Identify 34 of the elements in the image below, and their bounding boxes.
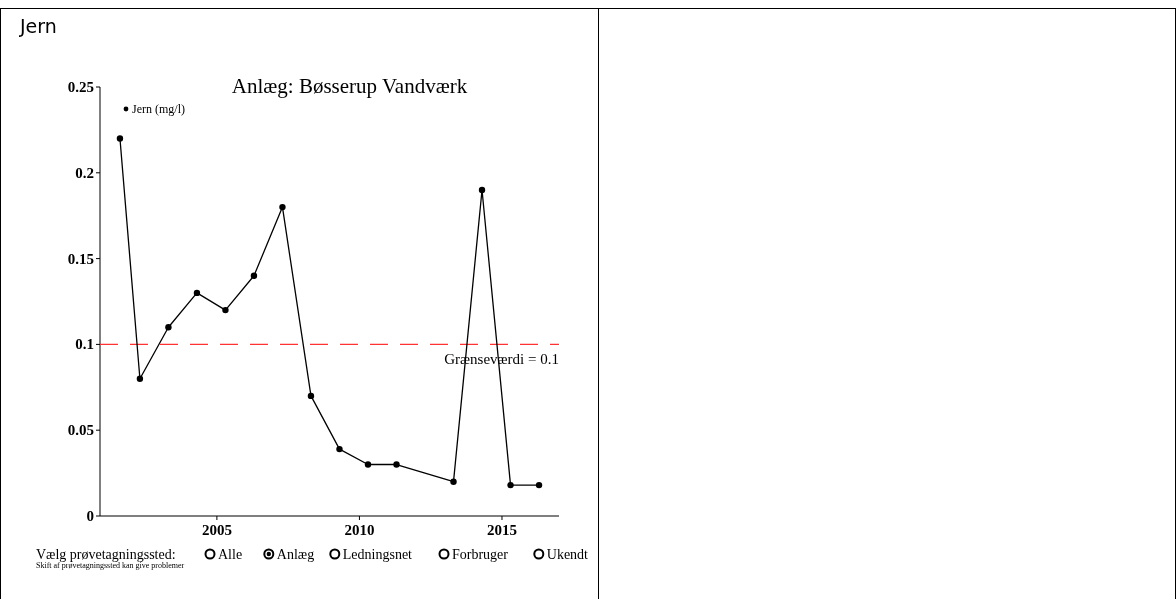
x-tick-label: 2005 [201, 522, 232, 538]
point [336, 445, 343, 453]
y-tick-label: 0.05 [67, 422, 94, 439]
point [364, 461, 372, 468]
text: Ukendt [546, 547, 589, 562]
point [165, 324, 172, 331]
text: Forbruger [452, 547, 509, 562]
x-tick-label: 2015 [486, 522, 517, 538]
point [250, 272, 258, 279]
point [478, 186, 486, 194]
point [116, 135, 124, 142]
y-tick-label: 0 [86, 508, 94, 524]
y-tick-label: 0.15 [67, 250, 94, 267]
point [393, 461, 400, 468]
text: Vælg prøvetagningssted: [36, 547, 176, 562]
point [193, 289, 201, 297]
series-label: Jern (mg/l) [132, 102, 185, 116]
point [507, 481, 514, 489]
y-tick-label: 0.1 [75, 336, 94, 353]
point [307, 392, 315, 400]
y-tick-label: 0.25 [67, 79, 94, 95]
text: Ledningsnet [342, 547, 413, 562]
point [279, 203, 286, 211]
point [222, 306, 229, 314]
x-tick-label: 2010 [344, 522, 375, 538]
point [535, 481, 543, 489]
text: Skift af prøvetagningssted kan give problemer [36, 561, 185, 570]
y-tick-label: 0.2 [75, 164, 94, 181]
text: Jern [19, 15, 57, 37]
point [136, 375, 144, 382]
point [450, 478, 457, 485]
text: Alle [218, 547, 243, 562]
chart-title: Anlæg: Bøsserup Vandværk [231, 74, 468, 98]
text: Anlæg [276, 547, 315, 562]
